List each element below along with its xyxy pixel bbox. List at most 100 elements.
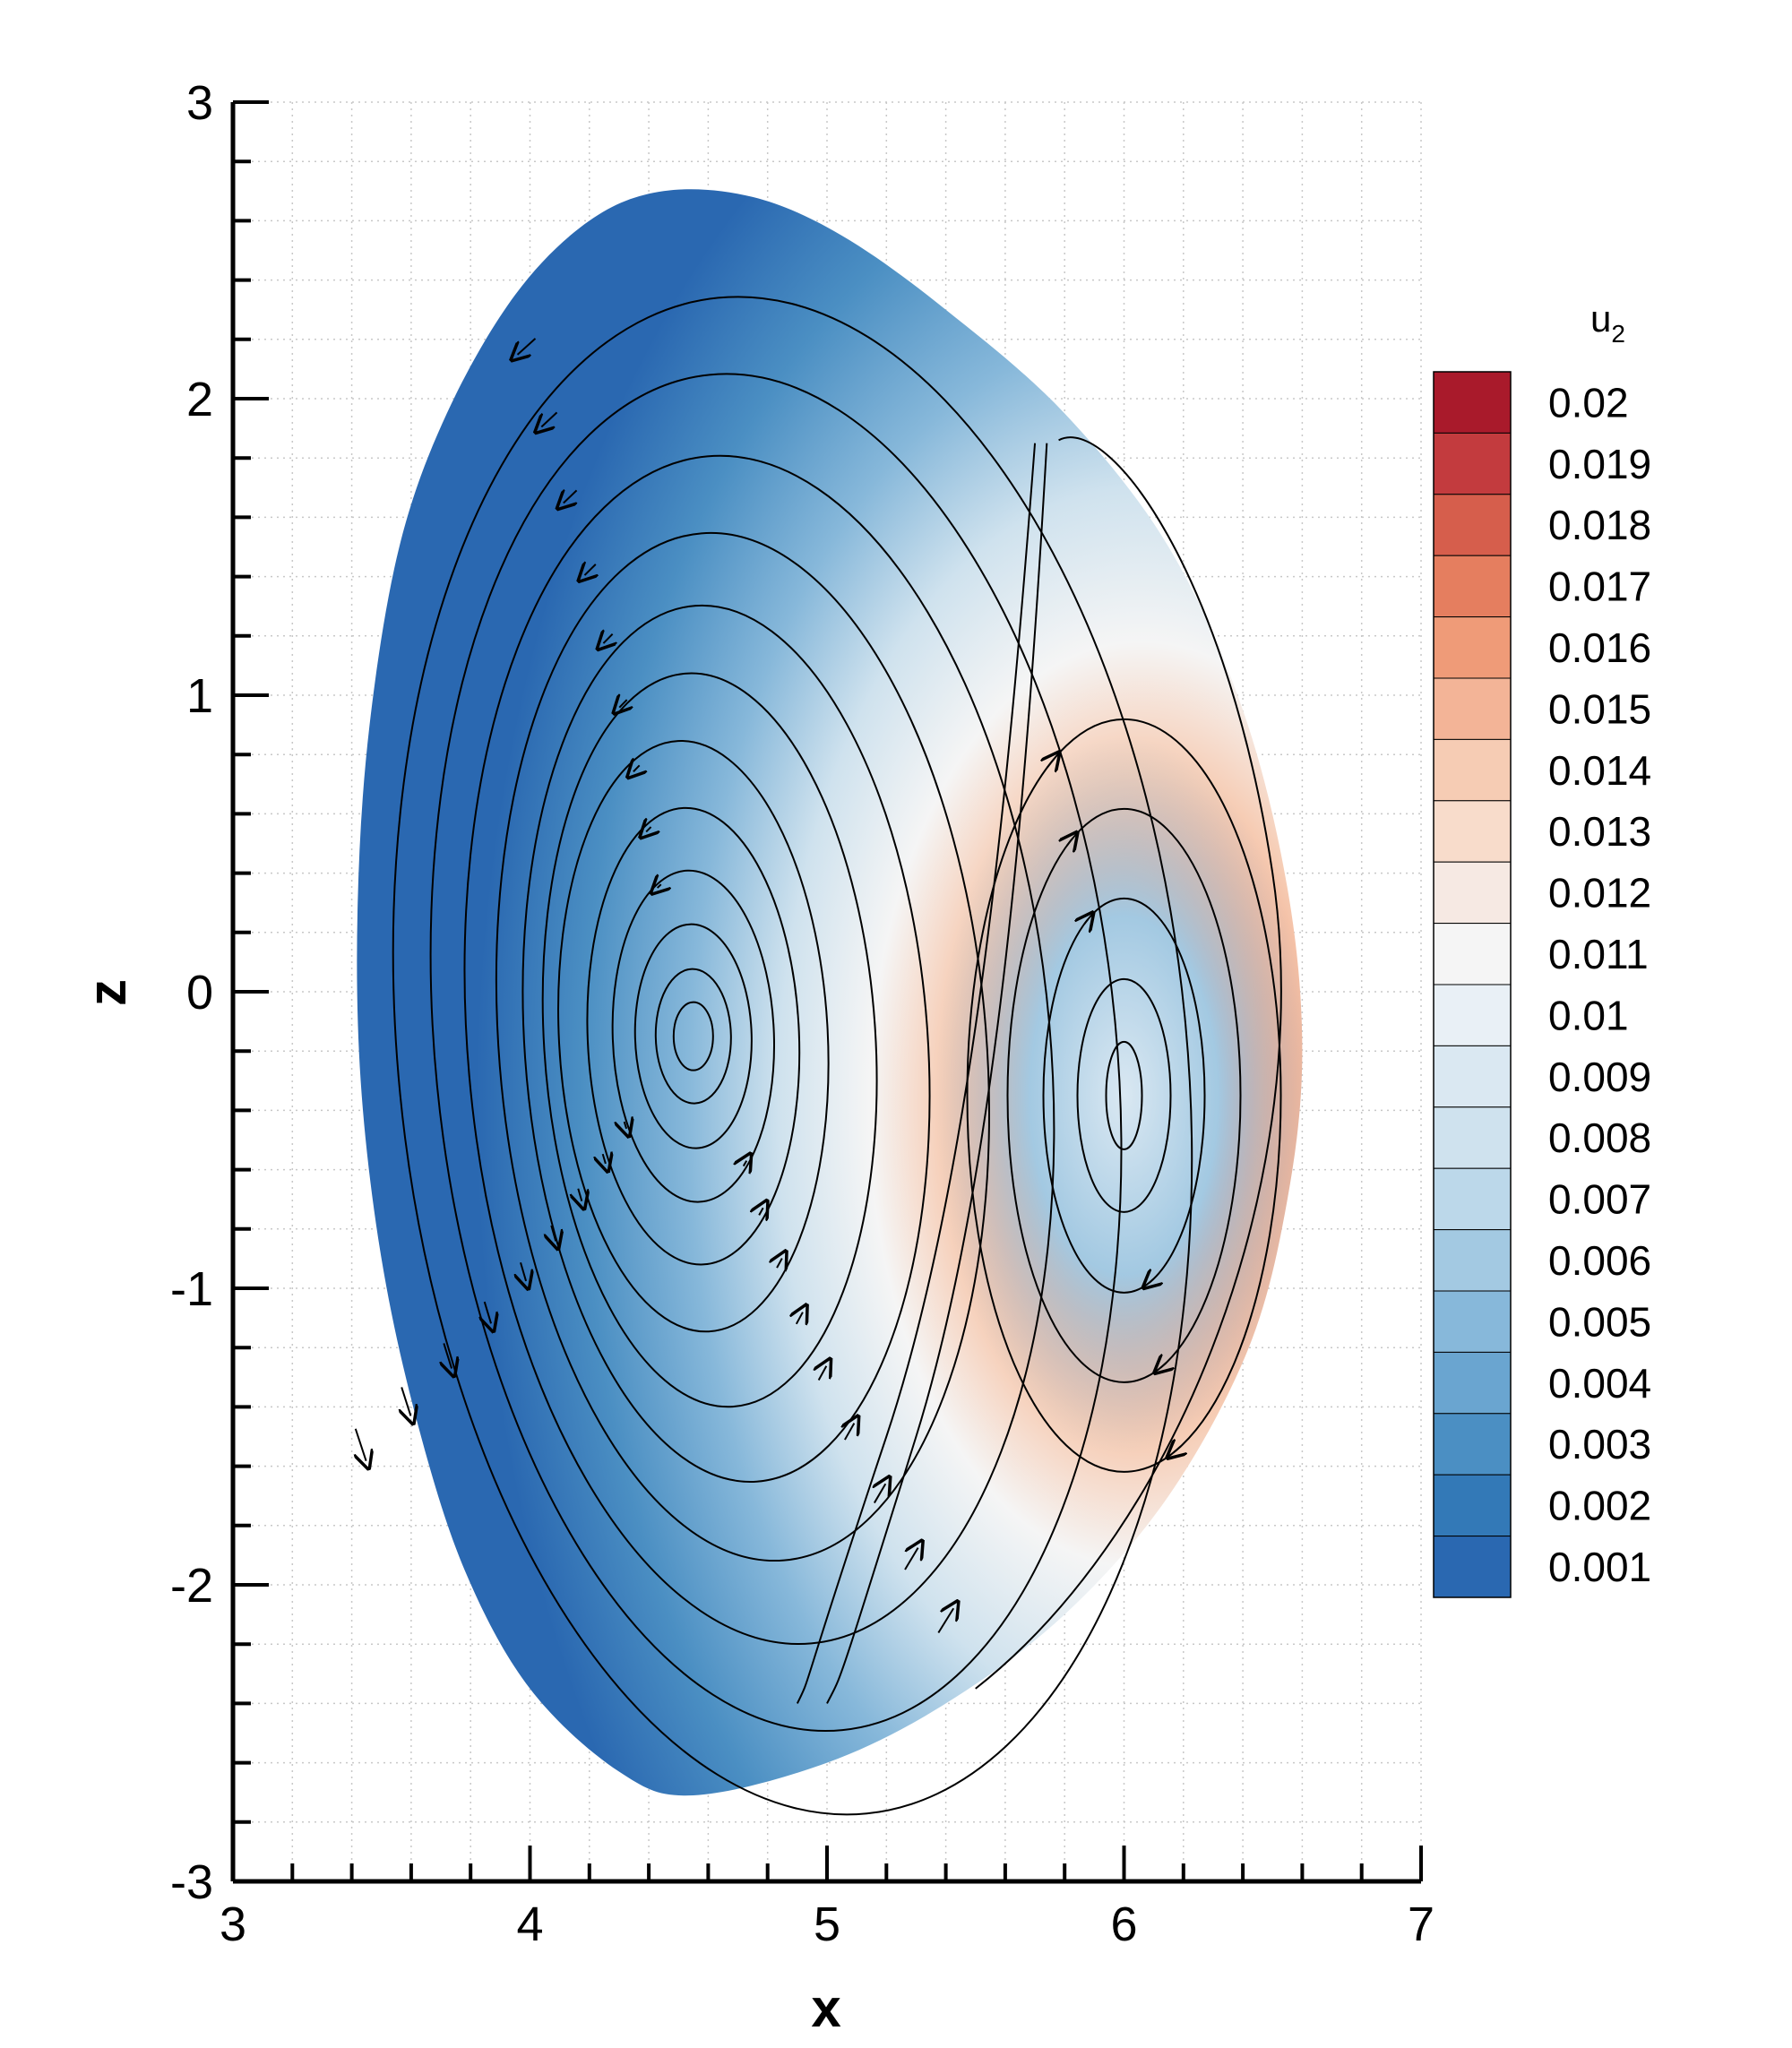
x-tick-label: 4	[516, 1897, 543, 1951]
streamline-arrow	[874, 1484, 885, 1504]
colorbar-label: 0.017	[1548, 564, 1651, 610]
streamline-arrow	[777, 1259, 782, 1269]
streamline	[796, 443, 1037, 1704]
colorbar-band	[1433, 1290, 1512, 1353]
streamline-arrow	[603, 634, 612, 643]
streamline-arrow	[521, 1261, 526, 1281]
streamline-arrow	[485, 1301, 491, 1323]
right-lobe-shading	[935, 736, 1303, 1454]
streamline	[557, 740, 830, 1333]
colorbar-label: 0.015	[1548, 685, 1651, 732]
y-tick-label: 0	[186, 966, 213, 1020]
colorbar-band	[1433, 1229, 1512, 1292]
streamline-arrow	[356, 1428, 366, 1461]
x-tick-label: 7	[1408, 1897, 1434, 1951]
colorbar-band	[1433, 1536, 1512, 1598]
tick-labels: 3 4 5 6 7 3 2 1 0 -1 -2 -3	[170, 76, 1434, 1951]
colorbar-band	[1433, 923, 1512, 985]
colorbar-band	[1433, 494, 1512, 556]
colorbar-label: 0.006	[1548, 1237, 1651, 1284]
colorbar-band	[1433, 1106, 1512, 1169]
streamline	[826, 443, 1048, 1704]
colorbar-label: 0.001	[1548, 1544, 1651, 1590]
colorbar-label: 0.02	[1548, 379, 1629, 426]
streamline-arrow	[744, 1161, 746, 1166]
streamline-arrow	[578, 1188, 582, 1201]
colorbar-band	[1433, 1413, 1512, 1476]
streamline-arrow	[658, 884, 661, 888]
streamline	[541, 672, 878, 1408]
colorbar-band	[1433, 1045, 1512, 1108]
streamline-arrow	[625, 1122, 626, 1129]
streamline	[1105, 1040, 1143, 1150]
streamline-arrow	[1160, 1363, 1166, 1367]
streamline-arrow	[1067, 839, 1073, 845]
colorbar-label: 0.016	[1548, 624, 1651, 671]
y-tick-label: -2	[170, 1559, 213, 1613]
streamline	[966, 718, 1282, 1473]
colorbar-band	[1433, 1167, 1512, 1231]
colorbar-label: 0.019	[1548, 441, 1651, 487]
x-axis-label: x	[811, 1978, 840, 2038]
streamline-arrow	[541, 411, 558, 426]
streamline-arrow	[603, 1154, 606, 1164]
streamline	[1006, 807, 1242, 1383]
streamline	[586, 806, 801, 1266]
colorbar-label: 0.012	[1548, 870, 1651, 916]
colorbar-label: 0.004	[1548, 1360, 1651, 1407]
streamline-arrow	[584, 564, 595, 575]
streamline	[611, 869, 776, 1203]
streamline-arrow	[633, 765, 640, 771]
streamline	[654, 968, 732, 1105]
streamline-arrow	[1174, 1446, 1181, 1452]
colorbar-title-subscript: 2	[1611, 320, 1625, 348]
colorbar-band	[1433, 984, 1512, 1046]
colorbar-frame	[1433, 371, 1512, 1598]
streamline	[1076, 977, 1172, 1213]
streamline	[633, 923, 753, 1149]
colorbar-label: 0.011	[1548, 931, 1649, 977]
axes	[230, 100, 1423, 1884]
streamline-arrow	[759, 1208, 763, 1215]
colorbar-title: u2	[1590, 297, 1625, 348]
colorbar-band	[1433, 861, 1512, 925]
right-lobe-layer	[935, 736, 1303, 1454]
colorbar-title-variable: u	[1590, 297, 1611, 340]
streamline-arrow	[797, 1312, 803, 1324]
colorbar-label: 0.005	[1548, 1298, 1651, 1345]
streamline-arrow	[1084, 919, 1088, 924]
x-tick-label: 5	[814, 1897, 840, 1951]
y-tick-label: 2	[186, 373, 213, 426]
colorbar-label: 0.007	[1548, 1176, 1651, 1223]
colorbar: 0.02 0.019 0.018 0.017 0.016 0.015 0.014 0.013 0…	[1433, 371, 1651, 1598]
streamline-arrow	[619, 700, 626, 708]
streamline-arrow	[1047, 759, 1055, 768]
colorbar-label: 0.003	[1548, 1421, 1651, 1467]
colorbar-band	[1433, 738, 1512, 802]
y-tick-label: 1	[186, 669, 213, 723]
streamline-arrow	[551, 1225, 556, 1241]
colorbar-label: 0.018	[1548, 502, 1651, 548]
colorbar-band	[1433, 1351, 1512, 1415]
colorbar-label: 0.009	[1548, 1054, 1651, 1100]
colorbar-band	[1433, 555, 1512, 618]
streamline-arrow	[845, 1424, 854, 1441]
colorbar-band	[1433, 800, 1512, 863]
colorbar-band	[1433, 371, 1512, 434]
colorbar-label: 0.002	[1548, 1483, 1651, 1529]
colorbar-label: 0.01	[1548, 992, 1629, 1038]
colorbar-band	[1433, 432, 1512, 495]
streamline-arrow	[819, 1366, 827, 1381]
colorbar-label: 0.013	[1548, 808, 1651, 855]
streamline	[392, 296, 1193, 1816]
streamline	[521, 604, 931, 1483]
streamline	[495, 531, 990, 1562]
streamline-arrow	[401, 1387, 410, 1416]
colorbar-label: 0.008	[1548, 1114, 1651, 1161]
y-axis-label: z	[77, 979, 137, 1006]
colorbar-band	[1433, 1474, 1512, 1537]
x-tick-label: 3	[220, 1897, 246, 1951]
streamline	[672, 1001, 714, 1071]
colorbar-label: 0.014	[1548, 747, 1651, 794]
